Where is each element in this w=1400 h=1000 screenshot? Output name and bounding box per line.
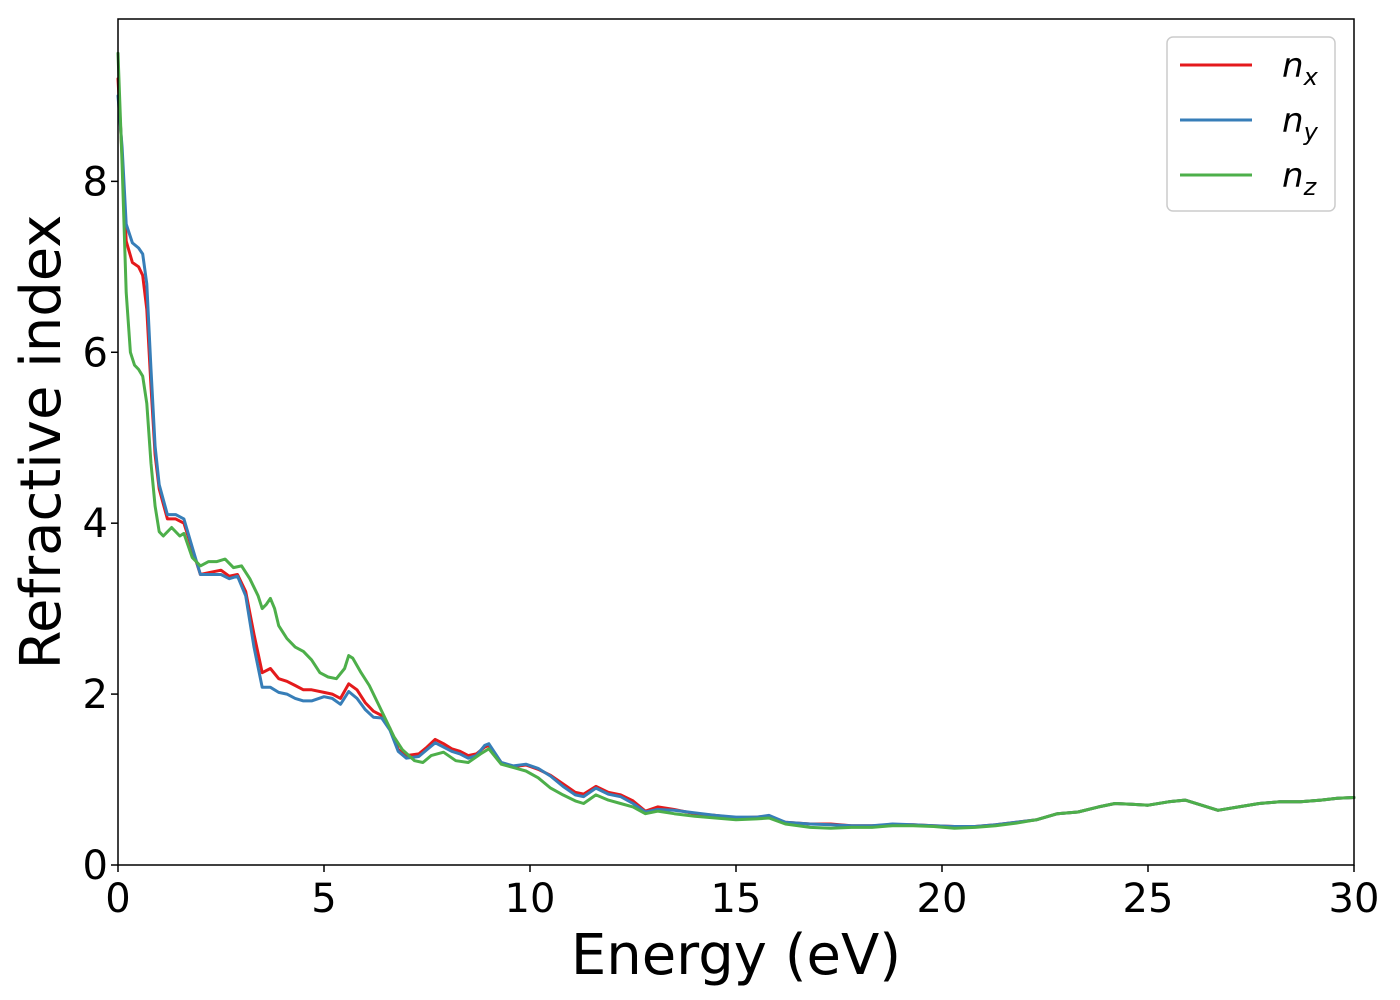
y-tick-label: 8 (83, 159, 108, 205)
x-tick-label: 0 (105, 876, 130, 922)
y-axis-label: Refractive index (9, 215, 74, 670)
y-axis-ticks: 0 2 4 6 8 (83, 159, 118, 889)
y-tick-label: 2 (83, 672, 108, 718)
x-tick-label: 10 (505, 876, 556, 922)
x-axis-label: Energy (eV) (571, 923, 901, 988)
x-tick-label: 20 (917, 876, 968, 922)
y-tick-label: 4 (83, 501, 108, 547)
y-tick-label: 0 (83, 843, 108, 889)
series-layer (116, 51, 1356, 830)
legend-subscript-y: y (1303, 118, 1319, 146)
legend-box (1166, 36, 1336, 212)
legend-subscript-x: x (1303, 63, 1319, 91)
series-line-z (116, 51, 1356, 830)
x-tick-label: 5 (311, 876, 336, 922)
legend-label-x: nx (1282, 46, 1319, 91)
x-tick-label: 25 (1123, 876, 1174, 922)
legend-subscript-z: z (1303, 173, 1318, 201)
x-axis-ticks: 0 5 10 15 20 25 30 (105, 865, 1379, 922)
x-tick-label: 30 (1329, 876, 1380, 922)
x-tick-label: 15 (711, 876, 762, 922)
legend-label-y: ny (1282, 101, 1319, 146)
y-tick-label: 6 (83, 330, 108, 376)
